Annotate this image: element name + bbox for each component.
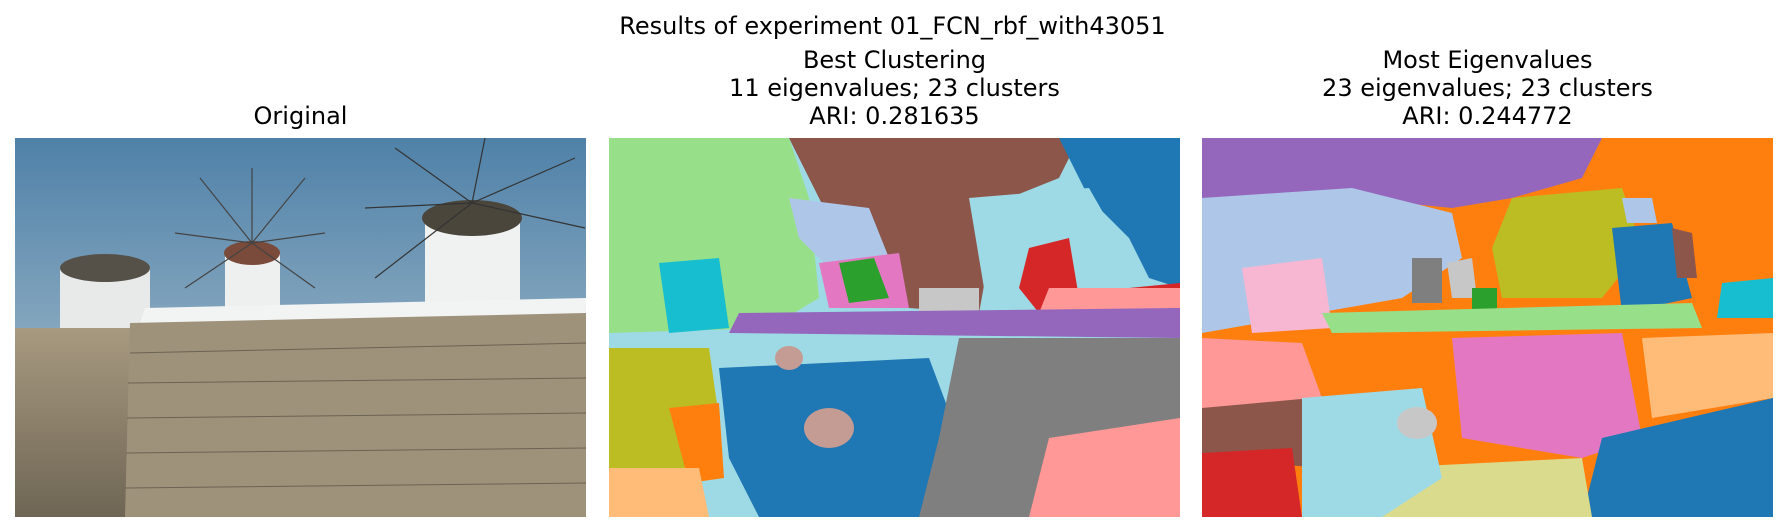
panel-title-original: Original [15,102,586,130]
panel-subtitle-ari: ARI: 0.281635 [809,102,980,130]
panel-subtitle-eigenvalues: 11 eigenvalues; 23 clusters [729,74,1060,102]
panel-title-most-eigenvalues: Most Eigenvalues 23 eigenvalues; 23 clus… [1202,46,1773,130]
figure-suptitle: Results of experiment 01_FCN_rbf_with430… [619,12,1166,40]
best-clustering-image [609,138,1180,517]
windmill-photo [15,138,586,517]
panel-title-line: Best Clustering [802,46,987,74]
panel-title-line: Most Eigenvalues [1382,46,1593,74]
segmentation-map [1202,138,1773,517]
panel-subtitle-eigenvalues: 23 eigenvalues; 23 clusters [1322,74,1653,102]
panel-title-line: Original [253,102,348,130]
panel-title-best-clustering: Best Clustering 11 eigenvalues; 23 clust… [609,46,1180,130]
panel-most-eigenvalues: Most Eigenvalues 23 eigenvalues; 23 clus… [1202,0,1773,532]
original-image [15,138,586,517]
most-eigenvalues-image [1202,138,1773,517]
panel-best-clustering: Best Clustering 11 eigenvalues; 23 clust… [609,0,1180,532]
segmentation-map [609,138,1180,517]
panel-original: Original [15,0,586,532]
panel-subtitle-ari: ARI: 0.244772 [1402,102,1573,130]
